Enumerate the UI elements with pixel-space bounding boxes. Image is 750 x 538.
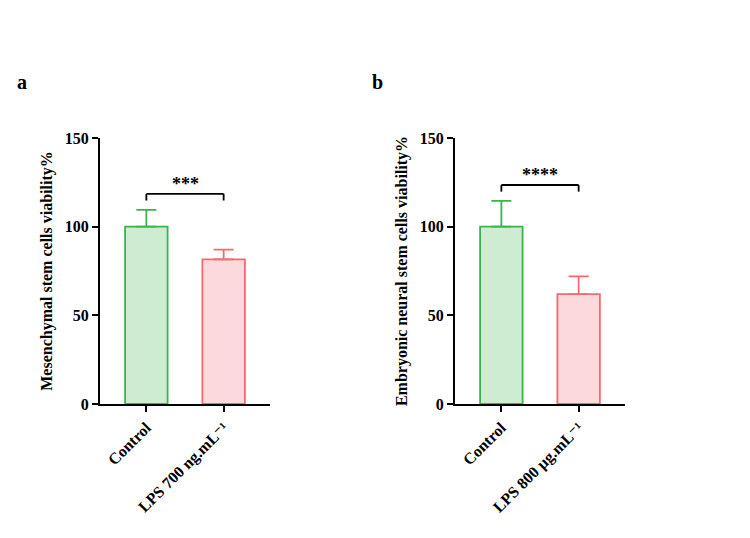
svg-text:50: 50 xyxy=(73,307,89,324)
svg-text:Mesenchymal stem cells viabili: Mesenchymal stem cells viability% xyxy=(38,151,56,391)
svg-text:b: b xyxy=(372,71,383,93)
svg-text:LPS 800 µg.mL⁻¹: LPS 800 µg.mL⁻¹ xyxy=(490,419,588,517)
svg-text:a: a xyxy=(17,71,27,93)
svg-text:****: **** xyxy=(522,165,558,185)
svg-text:Control: Control xyxy=(105,419,155,469)
svg-text:LPS 700 ng.mL⁻¹: LPS 700 ng.mL⁻¹ xyxy=(135,419,232,516)
svg-text:100: 100 xyxy=(420,218,444,235)
svg-text:***: *** xyxy=(172,174,199,194)
svg-text:0: 0 xyxy=(81,396,89,413)
svg-text:0: 0 xyxy=(436,396,444,413)
svg-text:50: 50 xyxy=(428,307,444,324)
svg-text:Embryonic neural stem cells vi: Embryonic neural stem cells viability% xyxy=(393,136,411,406)
svg-text:150: 150 xyxy=(65,130,89,147)
svg-text:Control: Control xyxy=(460,419,510,469)
svg-text:100: 100 xyxy=(65,218,89,235)
svg-text:150: 150 xyxy=(420,130,444,147)
